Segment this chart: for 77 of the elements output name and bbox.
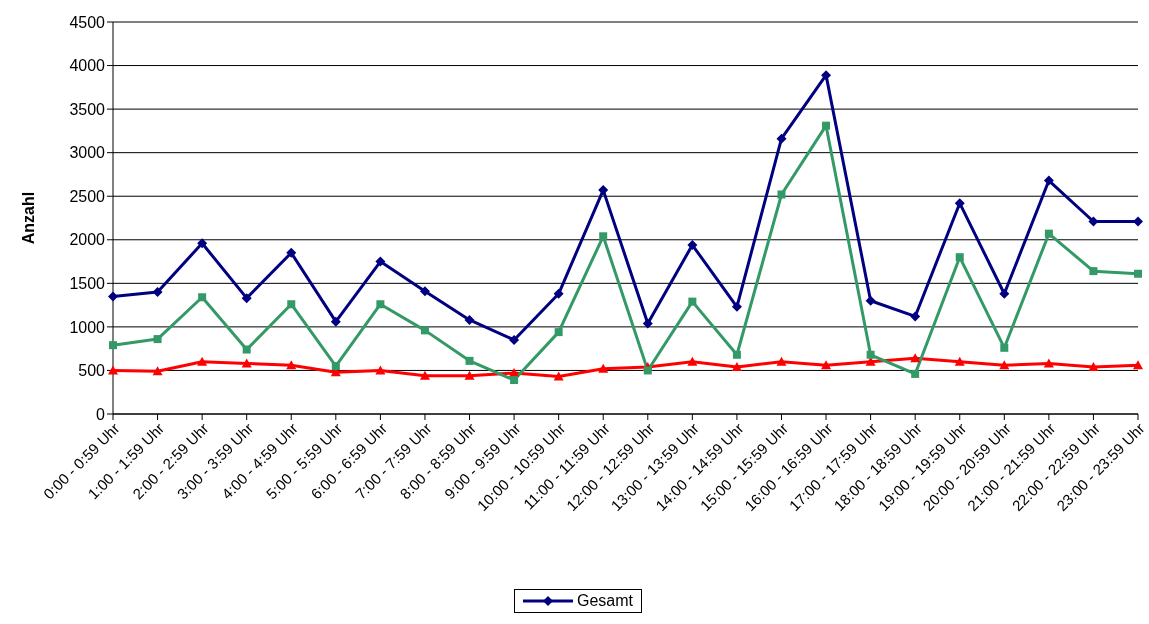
point xyxy=(242,345,251,354)
point xyxy=(553,371,564,381)
point xyxy=(554,328,563,337)
y-tick-label: 3500 xyxy=(69,100,106,118)
point xyxy=(376,300,385,309)
point xyxy=(822,121,831,130)
point xyxy=(732,350,741,359)
point xyxy=(419,286,430,297)
point xyxy=(1044,229,1053,238)
point xyxy=(331,362,340,371)
point xyxy=(731,361,742,371)
point xyxy=(598,185,609,196)
point xyxy=(688,297,697,306)
point xyxy=(152,287,163,298)
point xyxy=(286,360,297,370)
point xyxy=(687,356,698,366)
y-tick-label: 1000 xyxy=(69,318,106,336)
point xyxy=(999,288,1010,299)
point xyxy=(509,334,520,345)
y-tick-label: 4000 xyxy=(69,57,106,75)
point xyxy=(109,341,117,350)
point xyxy=(1133,216,1143,227)
point xyxy=(465,356,474,365)
point xyxy=(286,247,297,258)
point xyxy=(1089,267,1098,276)
y-tick-label: 500 xyxy=(78,362,106,380)
point xyxy=(241,293,252,304)
point xyxy=(643,366,652,375)
point xyxy=(910,353,921,363)
point xyxy=(375,365,386,375)
point xyxy=(553,288,564,299)
point xyxy=(687,240,698,250)
point xyxy=(821,360,832,370)
point xyxy=(821,70,832,81)
point xyxy=(287,300,296,309)
point xyxy=(152,366,163,376)
point xyxy=(197,238,208,249)
point xyxy=(598,363,609,373)
y-tick-label: 2000 xyxy=(69,231,106,249)
point xyxy=(375,256,386,267)
y-tick-label: 4500 xyxy=(69,13,106,31)
point xyxy=(1134,269,1142,278)
point xyxy=(955,253,964,262)
point xyxy=(108,291,118,302)
point xyxy=(330,316,341,327)
point xyxy=(866,350,875,359)
y-axis-title: Anzahl xyxy=(19,191,37,245)
point xyxy=(776,133,787,144)
y-tick-label: 3000 xyxy=(69,144,106,162)
point xyxy=(1043,175,1054,186)
point xyxy=(910,311,921,322)
point xyxy=(731,301,742,312)
point xyxy=(865,295,876,306)
point xyxy=(777,190,786,199)
point xyxy=(599,232,608,241)
point xyxy=(1000,343,1009,352)
point xyxy=(153,335,162,344)
point xyxy=(419,370,430,380)
point xyxy=(954,356,965,366)
point xyxy=(776,356,787,366)
point xyxy=(1133,360,1143,370)
point xyxy=(464,314,475,325)
point xyxy=(1043,358,1054,368)
point xyxy=(1088,361,1099,371)
point xyxy=(198,293,207,302)
y-tick-label: 0 xyxy=(96,405,106,423)
point xyxy=(510,376,519,385)
point xyxy=(197,356,208,366)
point xyxy=(464,370,475,380)
legend-label: Gesamt xyxy=(576,592,633,610)
point xyxy=(420,326,429,335)
y-tick-label: 1500 xyxy=(69,275,106,293)
y-tick-label: 2500 xyxy=(69,187,106,205)
point xyxy=(954,198,965,209)
point xyxy=(642,318,653,329)
point xyxy=(911,369,920,378)
point xyxy=(999,360,1010,370)
